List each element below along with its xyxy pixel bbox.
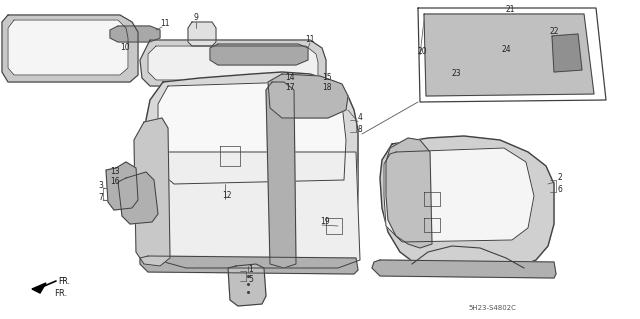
Text: 7: 7 (98, 192, 103, 202)
Text: FR.: FR. (54, 290, 67, 299)
Text: 5: 5 (248, 275, 253, 284)
Text: 17: 17 (285, 84, 294, 93)
Polygon shape (118, 172, 158, 224)
Polygon shape (552, 34, 582, 72)
Polygon shape (228, 264, 266, 306)
Polygon shape (386, 138, 432, 248)
Polygon shape (134, 118, 170, 266)
Polygon shape (158, 82, 346, 184)
Polygon shape (210, 44, 308, 65)
Text: 21: 21 (505, 5, 515, 14)
Polygon shape (8, 20, 128, 75)
Text: 24: 24 (502, 46, 511, 55)
Text: FR.: FR. (58, 277, 70, 286)
Polygon shape (2, 15, 138, 82)
Text: 19: 19 (320, 218, 330, 226)
Polygon shape (110, 26, 160, 42)
Text: 1: 1 (248, 264, 253, 273)
Polygon shape (188, 22, 216, 46)
Text: 3: 3 (98, 181, 103, 189)
Text: 5H23-S4802C: 5H23-S4802C (468, 305, 516, 311)
Text: 2: 2 (558, 174, 563, 182)
Polygon shape (384, 148, 534, 242)
Text: 8: 8 (358, 125, 363, 135)
Text: 15: 15 (322, 73, 332, 83)
Text: 22: 22 (550, 27, 559, 36)
Polygon shape (106, 162, 138, 210)
Text: 4: 4 (358, 114, 363, 122)
Text: 23: 23 (452, 70, 461, 78)
Text: 9: 9 (193, 13, 198, 23)
Text: 10: 10 (120, 43, 130, 53)
Polygon shape (144, 72, 358, 264)
Polygon shape (268, 74, 348, 118)
Polygon shape (140, 40, 326, 86)
Polygon shape (266, 82, 296, 268)
Text: 16: 16 (110, 177, 120, 187)
Polygon shape (142, 152, 360, 268)
Text: 18: 18 (322, 84, 332, 93)
Polygon shape (380, 136, 554, 270)
Text: 6: 6 (558, 186, 563, 195)
Polygon shape (372, 260, 556, 278)
Polygon shape (148, 46, 318, 80)
Polygon shape (32, 283, 46, 293)
Text: 11: 11 (160, 19, 170, 28)
Polygon shape (424, 14, 594, 96)
Text: 13: 13 (110, 167, 120, 176)
Text: 11: 11 (305, 35, 314, 44)
Text: 20: 20 (418, 48, 428, 56)
Text: 14: 14 (285, 73, 294, 83)
Polygon shape (140, 256, 358, 274)
Text: 12: 12 (222, 191, 232, 201)
